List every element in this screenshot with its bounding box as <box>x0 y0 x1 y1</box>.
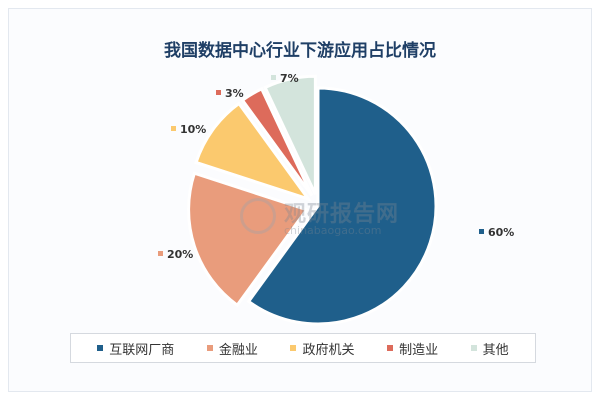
pie-slice-1 <box>246 86 438 326</box>
legend-label-3: 政府机关 <box>302 342 355 358</box>
data-label-5: 7% <box>280 72 299 85</box>
legend-swatch-1 <box>97 345 104 351</box>
data-label-3: 10% <box>180 123 206 136</box>
legend-swatch-5 <box>470 345 477 351</box>
chart-frame <box>8 8 592 392</box>
chart-legend: 互联网厂商 金融业 政府机关 制造业 其他 <box>70 333 536 363</box>
data-label-marker-3 <box>171 126 176 131</box>
data-label-4: 3% <box>225 87 244 100</box>
data-label-2: 20% <box>167 248 193 261</box>
pie-slice-3 <box>194 101 313 202</box>
pie-slice-5 <box>263 74 317 195</box>
legend-item-2: 金融业 <box>206 339 258 358</box>
pie-slice-2 <box>187 171 310 308</box>
legend-label-1: 互联网厂商 <box>109 342 175 358</box>
data-label-marker-1 <box>479 229 484 234</box>
data-label-1: 60% <box>488 226 514 239</box>
chart-title: 我国数据中心行业下游应用占比情况 <box>164 41 436 61</box>
legend-swatch-2 <box>206 345 213 351</box>
legend-swatch-3 <box>290 345 297 351</box>
legend-label-4: 制造业 <box>399 342 439 358</box>
legend-label-5: 其他 <box>482 342 509 358</box>
legend-item-1: 互联网厂商 <box>97 339 174 358</box>
pie-slice-4 <box>240 86 314 197</box>
legend-item-4: 制造业 <box>387 339 438 358</box>
data-label-marker-5 <box>271 75 276 80</box>
legend-item-3: 政府机关 <box>290 339 354 358</box>
data-label-marker-2 <box>158 251 163 256</box>
legend-swatch-4 <box>387 345 394 351</box>
legend-label-2: 金融业 <box>218 342 258 358</box>
legend-item-5: 其他 <box>470 339 509 358</box>
data-label-marker-4 <box>216 90 221 95</box>
